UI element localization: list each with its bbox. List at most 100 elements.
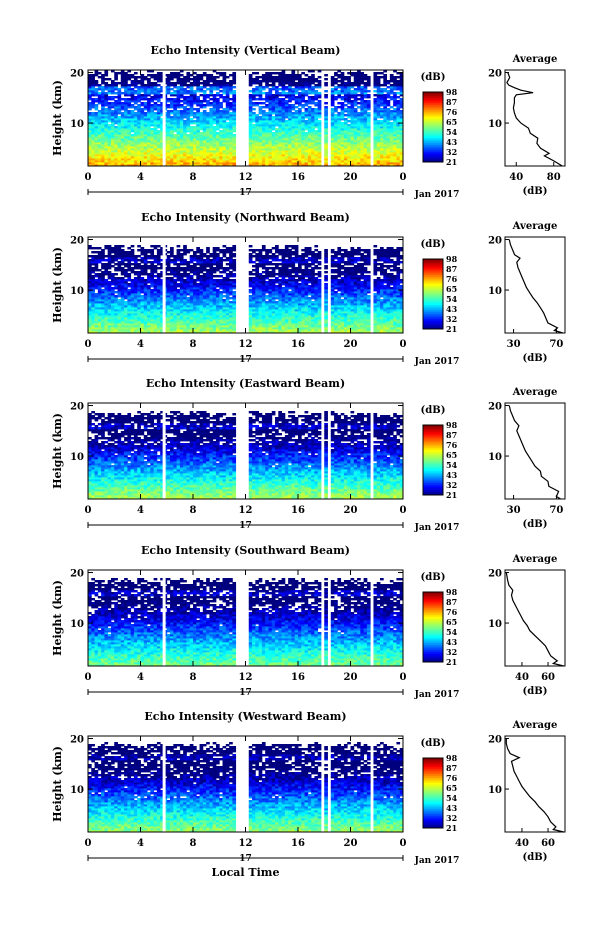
heatmap-cell — [173, 72, 177, 74]
heatmap-cell — [121, 92, 125, 94]
heatmap-cell — [95, 80, 99, 82]
heatmap-cell — [209, 84, 213, 86]
heatmap-cell — [301, 112, 305, 114]
heatmap-cell — [170, 88, 174, 90]
heatmap-cell — [167, 110, 171, 112]
heatmap-cell — [203, 104, 207, 106]
heatmap-cell — [272, 94, 276, 96]
heatmap-cell — [298, 74, 302, 76]
heatmap-cell — [88, 102, 92, 104]
heatmap-cell — [298, 92, 302, 94]
heatmap-cell — [226, 122, 230, 124]
heatmap-cell — [229, 112, 233, 114]
heatmap-cell — [193, 76, 197, 78]
heatmap-cell — [295, 110, 299, 112]
heatmap-cell — [275, 72, 279, 74]
heatmap-cell — [193, 112, 197, 114]
heatmap-cell — [278, 88, 282, 90]
heatmap-cell — [209, 98, 213, 100]
heatmap-cell — [262, 74, 266, 76]
heatmap-cell — [259, 116, 263, 118]
heatmap-cell — [170, 110, 174, 112]
heatmap-cell — [206, 100, 210, 102]
heatmap-cell — [295, 82, 299, 84]
panel-title: Echo Intensity (Vertical Beam) — [150, 44, 340, 57]
heatmap-cell — [295, 106, 299, 108]
heatmap-cell — [259, 106, 263, 108]
heatmap-cell — [180, 104, 184, 106]
heatmap-cell — [131, 74, 135, 76]
heatmap-cell — [98, 84, 102, 86]
heatmap-cell — [272, 132, 276, 134]
heatmap-cell — [232, 90, 236, 92]
heatmap-cell — [177, 110, 181, 112]
heatmap-cell — [262, 110, 266, 112]
heatmap-cell — [98, 110, 102, 112]
heatmap-cell — [186, 84, 190, 86]
heatmap-cell — [216, 76, 220, 78]
heatmap-cell — [219, 110, 223, 112]
heatmap-cell — [282, 98, 286, 100]
heatmap-cell — [295, 96, 299, 98]
heatmap-cell — [200, 100, 204, 102]
heatmap-cell — [134, 96, 138, 98]
heatmap-cell — [291, 88, 295, 90]
heatmap-cell — [141, 102, 145, 104]
heatmap-cell — [186, 72, 190, 74]
heatmap-cell — [249, 74, 253, 76]
heatmap-cell — [272, 72, 276, 74]
heatmap-cell — [213, 76, 217, 78]
heatmap-cell — [216, 80, 220, 82]
heatmap-cell — [288, 74, 292, 76]
heatmap-cell — [157, 88, 161, 90]
heatmap-cell — [170, 98, 174, 100]
heatmap-cell — [167, 74, 171, 76]
heatmap-cell — [183, 76, 187, 78]
heatmap-cell — [249, 94, 253, 96]
heatmap-cell — [229, 80, 233, 82]
heatmap-cell — [190, 118, 194, 120]
heatmap-cell — [190, 82, 194, 84]
heatmap-cell — [186, 108, 190, 110]
heatmap-cell — [150, 82, 154, 84]
heatmap-cell — [91, 112, 95, 114]
heatmap-cell — [213, 126, 217, 128]
heatmap-cell — [262, 92, 266, 94]
heatmap-cell — [209, 102, 213, 104]
heatmap-cell — [193, 108, 197, 110]
heatmap-cell — [134, 90, 138, 92]
heatmap-cell — [229, 74, 233, 76]
heatmap-cell — [196, 108, 200, 110]
heatmap-cell — [193, 120, 197, 122]
heatmap-cell — [252, 112, 256, 114]
heatmap-cell — [127, 110, 131, 112]
heatmap-cell — [137, 76, 141, 78]
heatmap-cell — [262, 86, 266, 88]
heatmap-cell — [177, 86, 181, 88]
panel-1: Echo Intensity (Vertical Beam)1020Height… — [51, 44, 565, 200]
heatmap-cell — [127, 74, 131, 76]
heatmap-cell — [121, 102, 125, 104]
heatmap-cell — [249, 90, 253, 92]
heatmap-cell — [101, 86, 105, 88]
heatmap-cell — [173, 98, 177, 100]
heatmap-cell — [268, 84, 272, 86]
heatmap-cell — [252, 124, 256, 126]
heatmap-cell — [173, 90, 177, 92]
heatmap-cell — [108, 78, 112, 80]
heatmap-cell — [88, 74, 92, 76]
heatmap-cell — [216, 132, 220, 134]
heatmap-cell — [219, 80, 223, 82]
heatmap-cell — [101, 74, 105, 76]
heatmap-cell — [141, 108, 145, 110]
heatmap-cell — [141, 74, 145, 76]
heatmap-cell — [180, 74, 184, 76]
heatmap-cell — [98, 72, 102, 74]
heatmap-cell — [252, 88, 256, 90]
heatmap-cell — [98, 76, 102, 78]
heatmap-cell — [255, 114, 259, 116]
heatmap-cell — [131, 104, 135, 106]
heatmap-cell — [262, 98, 266, 100]
heatmap-cell — [265, 72, 269, 74]
heatmap-cell — [108, 84, 112, 86]
